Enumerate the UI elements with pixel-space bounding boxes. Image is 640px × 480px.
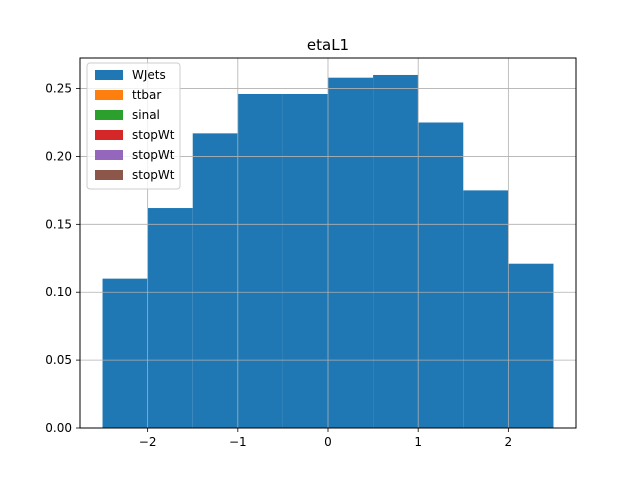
histogram-bar-1-1 bbox=[102, 278, 148, 428]
legend-swatch-4 bbox=[95, 130, 123, 140]
legend-label-4: stopWt bbox=[132, 128, 175, 142]
legend-swatch-2 bbox=[95, 90, 123, 100]
y-tick-label-3: 0.10 bbox=[45, 285, 72, 299]
histogram-bar-1-10 bbox=[508, 263, 554, 428]
y-tick-label-5: 0.20 bbox=[45, 149, 72, 163]
x-tick-label-1: −2 bbox=[139, 435, 157, 449]
y-tick-label-4: 0.15 bbox=[45, 217, 72, 231]
histogram-bar-1-7 bbox=[373, 74, 419, 429]
x-axis-ticks: −2 −1 0 1 2 bbox=[139, 428, 512, 449]
legend-label-3: sinal bbox=[132, 108, 160, 122]
histogram-bar-1-2 bbox=[147, 208, 193, 428]
histogram-bars bbox=[102, 74, 554, 429]
legend-label-6: stopWt bbox=[132, 168, 175, 182]
chart-title: etaL1 bbox=[307, 36, 349, 54]
legend-label-2: ttbar bbox=[132, 88, 161, 102]
histogram-bar-1-3 bbox=[192, 133, 238, 429]
legend-swatch-3 bbox=[95, 110, 123, 120]
legend-swatch-1 bbox=[95, 70, 123, 80]
histogram-bar-1-9 bbox=[463, 190, 509, 428]
y-axis-ticks: 0.00 0.05 0.10 0.15 0.20 0.25 bbox=[45, 82, 80, 435]
y-tick-label-2: 0.05 bbox=[45, 353, 72, 367]
legend: WJets ttbar sinal stopWt stopWt stopWt bbox=[86, 62, 181, 190]
legend-swatch-6 bbox=[95, 170, 123, 180]
histogram-bar-1-6 bbox=[328, 77, 374, 428]
histogram-bar-1-4 bbox=[237, 93, 283, 428]
plot-frame bbox=[79, 57, 577, 429]
legend-swatch-5 bbox=[95, 150, 123, 160]
y-tick-label-1: 0.00 bbox=[45, 421, 72, 435]
legend-label-5: stopWt bbox=[132, 148, 175, 162]
histogram-bar-1-5 bbox=[282, 93, 328, 428]
y-tick-label-6: 0.25 bbox=[45, 82, 72, 96]
x-tick-label-3: 0 bbox=[324, 435, 332, 449]
x-tick-label-4: 1 bbox=[414, 435, 422, 449]
x-tick-label-5: 2 bbox=[505, 435, 513, 449]
x-tick-label-2: −1 bbox=[229, 435, 247, 449]
histogram-bar-1-8 bbox=[418, 122, 464, 428]
legend-label-1: WJets bbox=[132, 68, 166, 82]
